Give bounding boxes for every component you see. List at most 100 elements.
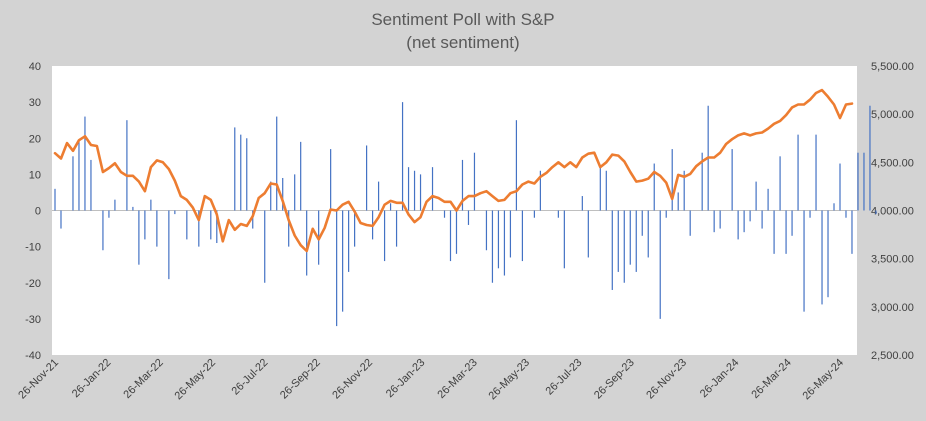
sentiment-bar xyxy=(443,210,446,218)
left-axis-tick-label: -10 xyxy=(25,242,41,254)
sentiment-bar xyxy=(84,116,86,211)
sentiment-bar xyxy=(581,196,583,211)
right-axis-ticks: 5,500.00 5,000.00 4,500.00 4,000.00 3,500.00… xyxy=(871,61,914,362)
sentiment-bar xyxy=(683,170,685,211)
sentiment-bar xyxy=(288,210,290,247)
sentiment-bar xyxy=(689,210,691,236)
left-axis-tick-label: -30 xyxy=(25,314,41,326)
chart-subtitle: (net sentiment) xyxy=(406,33,519,52)
sentiment-bar xyxy=(611,210,613,290)
sentiment-bar xyxy=(150,199,152,211)
sentiment-bar xyxy=(413,170,416,211)
sentiment-bar xyxy=(276,116,278,211)
sentiment-bar xyxy=(665,210,667,218)
left-axis-tick-label: 0 xyxy=(35,206,41,218)
sentiment-bar xyxy=(354,210,356,247)
sentiment-bar xyxy=(851,210,853,254)
sentiment-bar xyxy=(875,210,877,215)
sentiment-bar xyxy=(761,210,763,229)
sentiment-bar xyxy=(641,210,643,236)
sentiment-bar xyxy=(839,163,841,211)
chart-title: Sentiment Poll with S&P xyxy=(371,10,554,29)
sentiment-bar xyxy=(168,210,170,280)
sentiment-bar xyxy=(138,210,140,265)
sentiment-bar xyxy=(713,210,715,233)
sentiment-bar xyxy=(455,210,458,254)
sentiment-bar xyxy=(497,210,500,269)
sentiment-bar xyxy=(857,152,859,211)
sentiment-bar xyxy=(336,210,338,327)
right-axis-tick-label: 5,500.00 xyxy=(871,61,914,73)
right-axis-tick-label: 5,000.00 xyxy=(871,109,914,121)
sentiment-bar xyxy=(809,210,811,218)
sentiment-bar xyxy=(186,210,188,240)
sentiment-bar xyxy=(755,181,757,211)
sentiment-bar xyxy=(731,149,733,211)
sentiment-bar xyxy=(389,203,392,211)
sentiment-bar xyxy=(126,120,128,211)
sentiment-bar xyxy=(743,210,745,233)
line-series xyxy=(53,88,854,253)
sentiment-bar xyxy=(767,188,769,211)
sentiment-bar xyxy=(785,210,787,254)
sentiment-bar xyxy=(629,210,631,265)
right-axis-tick-label: 3,500.00 xyxy=(871,254,914,266)
sentiment-bar xyxy=(647,210,649,258)
right-axis-tick-label: 3,000.00 xyxy=(871,302,914,314)
sentiment-bar xyxy=(539,170,541,211)
sentiment-bar xyxy=(605,170,607,211)
sentiment-bar xyxy=(599,167,601,211)
sentiment-bar xyxy=(216,210,218,244)
sentiment-bar xyxy=(401,102,404,211)
sentiment-bar xyxy=(264,210,266,283)
sentiment-bar xyxy=(515,120,518,211)
sentiment-bar xyxy=(72,156,74,211)
left-axis-tick-label: 20 xyxy=(29,133,41,145)
sentiment-bar xyxy=(833,203,835,211)
left-axis-tick-label: 40 xyxy=(29,61,41,73)
left-axis-tick-label: -20 xyxy=(25,278,41,290)
sentiment-bar xyxy=(773,210,775,254)
sentiment-bar xyxy=(395,210,398,247)
sentiment-bar xyxy=(407,167,410,211)
sp500-line xyxy=(53,88,854,253)
sentiment-bar xyxy=(282,177,284,211)
sentiment-bar xyxy=(270,181,272,211)
right-axis-tick-label: 4,000.00 xyxy=(871,206,914,218)
sentiment-bar xyxy=(294,174,296,211)
sentiment-bar xyxy=(342,210,344,312)
sentiment-bar xyxy=(659,210,661,319)
sentiment-bar xyxy=(617,210,619,272)
sentiment-bar xyxy=(419,174,422,211)
sentiment-bar xyxy=(60,210,62,229)
sentiment-bar xyxy=(815,134,817,211)
sentiment-bar xyxy=(383,210,386,262)
sentiment-bar xyxy=(503,210,506,276)
sentiment-bar xyxy=(803,210,805,312)
sentiment-bar xyxy=(198,210,200,247)
sentiment-bar xyxy=(485,210,488,251)
sentiment-bar xyxy=(300,141,302,211)
sentiment-bar xyxy=(114,199,116,211)
sentiment-bar xyxy=(144,210,146,240)
sentiment-bar xyxy=(827,210,829,298)
sentiment-bar xyxy=(240,134,242,211)
sentiment-bar xyxy=(431,167,434,211)
sentiment-bar xyxy=(156,210,158,247)
sentiment-bar xyxy=(509,210,512,258)
sentiment-bar xyxy=(234,127,236,211)
sentiment-bar xyxy=(533,210,535,218)
sentiment-bar xyxy=(701,152,703,211)
sentiment-bar xyxy=(563,210,565,269)
sentiment-bar xyxy=(467,210,470,225)
sentiment-bar xyxy=(366,145,368,211)
left-axis-tick-label: -40 xyxy=(25,350,41,362)
sentiment-bar xyxy=(306,210,308,276)
sentiment-bar xyxy=(348,210,350,272)
sentiment-bar xyxy=(749,210,751,222)
sentiment-bar xyxy=(869,105,871,211)
sentiment-bar xyxy=(174,210,176,215)
sentiment-bar xyxy=(132,206,134,211)
sentiment-bar xyxy=(557,210,559,218)
